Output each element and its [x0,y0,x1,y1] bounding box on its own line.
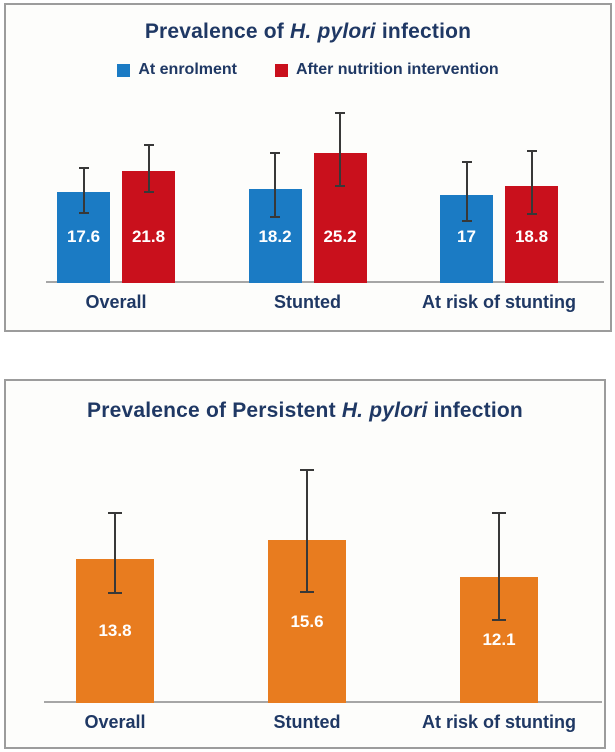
title-text-italic: H. pylori [290,20,376,43]
title-text-post: infection [427,399,523,422]
category-label: Overall [84,712,146,732]
error-bar-line [339,113,341,187]
error-bar-cap-top [270,152,280,155]
title-text-pre: Prevalence of [144,20,291,43]
bar-value-label: 12.1 [482,629,516,649]
error-bar-line [114,513,116,594]
error-bar-cap-top [78,167,89,170]
error-bar-cap-top [335,112,345,115]
error-bar-line [306,470,308,593]
category-label: At risk of stunting [422,292,576,312]
chart-title: Prevalence of H. pylori infection [6,20,610,44]
error-bar-cap-top [526,150,537,153]
legend-item-enrolment: At enrolment [117,61,237,79]
bar-value-label: 25.2 [323,227,357,246]
error-bar-cap-top [461,160,472,163]
category-label: Stunted [273,712,341,732]
bar-value-label: 13.8 [98,621,132,641]
error-bar-cap-bottom [108,592,122,595]
chart-title: Prevalence of Persistent H. pylori infec… [6,399,604,423]
error-bar-cap-bottom [300,591,314,594]
error-bar-line [82,168,85,213]
error-bar-cap-top [143,143,154,146]
error-bar-cap-bottom [492,618,506,621]
bar-value-label: 18.8 [514,227,549,246]
error-bar-cap-bottom [270,216,280,219]
bar-value-label: 17 [457,227,476,246]
legend-item-intervention: After nutrition intervention [275,61,499,79]
error-bar-line [530,151,533,214]
legend-swatch-red-icon [275,63,288,77]
error-bar-cap-bottom [143,190,154,193]
bar-value-label: 17.6 [66,227,101,246]
error-bar-cap-bottom [461,220,472,223]
bar-value-label: 15.6 [290,611,324,631]
error-bar-cap-top [492,512,506,515]
title-text-italic: H. pylori [341,399,428,422]
error-bar-cap-bottom [335,185,345,188]
error-bar-line [147,144,150,192]
title-text-pre: Prevalence of Persistent [87,399,342,422]
error-bar-line [274,153,276,218]
error-bar-cap-top [300,469,314,472]
error-bar-line [498,513,500,620]
legend-label-enrolment: At enrolment [138,61,237,78]
category-label: Overall [85,292,147,312]
bar-value-label: 21.8 [131,227,166,246]
legend-label-intervention: After nutrition intervention [296,61,499,78]
error-bar-cap-bottom [78,211,89,214]
category-label: Stunted [274,292,341,312]
error-bar-cap-top [108,512,122,515]
error-bar-line [465,161,468,222]
error-bar-cap-bottom [526,212,537,215]
legend: At enrolment After nutrition interventio… [6,61,610,79]
title-text-post: infection [375,20,472,43]
category-label: At risk of stunting [422,712,576,732]
legend-swatch-blue-icon [117,63,131,77]
bar-value-label: 18.2 [258,227,292,246]
